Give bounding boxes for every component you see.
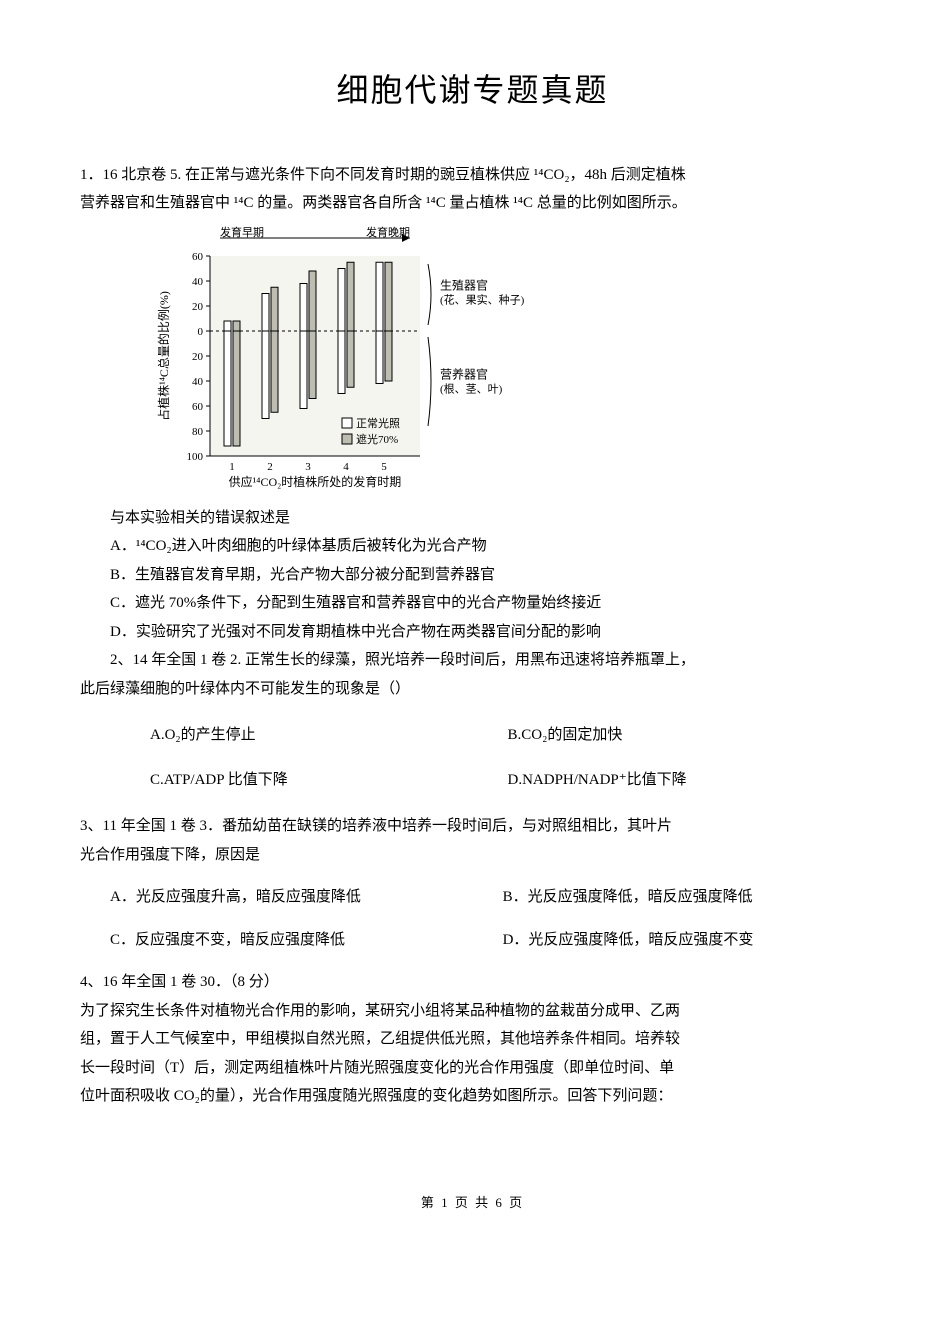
svg-text:1: 1 — [229, 461, 235, 473]
svg-text:0: 0 — [198, 326, 204, 338]
svg-text:遮光70%: 遮光70% — [356, 432, 398, 446]
svg-text:5: 5 — [381, 461, 387, 473]
q4-l4: 位叶面积吸收 CO₂的量），光合作用强度随光照强度的变化趋势如图所示。回答下列问… — [80, 1082, 865, 1111]
svg-text:2: 2 — [267, 461, 273, 473]
svg-text:发育早期: 发育早期 — [220, 226, 264, 239]
svg-text:4: 4 — [343, 461, 349, 473]
q3-stem-line2: 光合作用强度下降，原因是 — [80, 841, 865, 870]
q2-stem-line2: 此后绿藻细胞的叶绿体内不可能发生的现象是（） — [80, 675, 865, 704]
q2-option-a: A.O₂的产生停止 — [150, 721, 508, 750]
q3-option-a: A．光反应强度升高，暗反应强度降低 — [110, 883, 503, 912]
svg-text:100: 100 — [187, 451, 204, 463]
svg-text:20: 20 — [192, 301, 204, 313]
svg-text:占植株¹⁴C总量的比例(%): 占植株¹⁴C总量的比例(%) — [156, 291, 171, 421]
q1-option-c: C．遮光 70%条件下，分配到生殖器官和营养器官中的光合产物量始终接近 — [110, 589, 865, 618]
q3-option-d: D．光反应强度降低，暗反应强度不变 — [503, 926, 865, 955]
q1-stem-line2: 营养器官和生殖器官中 ¹⁴C 的量。两类器官各自所含 ¹⁴C 量占植株 ¹⁴C … — [80, 189, 865, 218]
q4-l3: 长一段时间（T）后，测定两组植株叶片随光照强度变化的光合作用强度（即单位时间、单 — [80, 1054, 865, 1083]
q2-stem-line1: 2、14 年全国 1 卷 2. 正常生长的绿藻，照光培养一段时间后，用黑布迅速将… — [80, 646, 865, 675]
svg-text:20: 20 — [192, 351, 204, 363]
q4-l2: 组，置于人工气候室中，甲组模拟自然光照，乙组提供低光照，其他培养条件相同。培养较 — [80, 1025, 865, 1054]
q1-option-d: D．实验研究了光强对不同发育期植株中光合产物在两类器官间分配的影响 — [110, 618, 865, 647]
q1-option-b: B．生殖器官发育早期，光合产物大部分被分配到营养器官 — [110, 561, 865, 590]
svg-text:正常光照: 正常光照 — [356, 416, 400, 430]
q1-stem-line1: 1．16 北京卷 5. 在正常与遮光条件下向不同发育时期的豌豆植株供应 ¹⁴CO… — [80, 161, 865, 190]
bar-chart-svg: 0 20 40 60 20 40 60 80 100 1 2 3 4 5供应¹⁴CO₂时植株所处的发育时期… — [140, 226, 560, 496]
page-footer: 第 1 页 共 6 页 — [80, 1191, 865, 1216]
svg-text:(花、果实、种子): (花、果实、种子) — [440, 292, 525, 306]
svg-text:40: 40 — [192, 276, 204, 288]
svg-text:80: 80 — [192, 426, 204, 438]
q2-option-d: D.NADPH/NADP⁺比值下降 — [508, 766, 866, 795]
q1-chart: 0 20 40 60 20 40 60 80 100 1 2 3 4 5供应¹⁴CO₂时植株所处的发育时期… — [140, 226, 865, 496]
q2-option-c: C.ATP/ADP 比值下降 — [150, 766, 508, 795]
svg-text:3: 3 — [305, 461, 311, 473]
q4-l1: 为了探究生长条件对植物光合作用的影响，某研究小组将某品种植物的盆栽苗分成甲、乙两 — [80, 997, 865, 1026]
q1-option-a: A．¹⁴CO₂进入叶肉细胞的叶绿体基质后被转化为光合产物 — [110, 532, 865, 561]
page-title: 细胞代谢专题真题 — [80, 60, 865, 121]
svg-text:生殖器官: 生殖器官 — [440, 277, 488, 292]
svg-text:60: 60 — [192, 401, 204, 413]
q4-head: 4、16 年全国 1 卷 30．（8 分） — [80, 968, 865, 997]
svg-text:(根、茎、叶): (根、茎、叶) — [440, 381, 503, 395]
q1-after-chart: 与本实验相关的错误叙述是 — [110, 504, 865, 533]
svg-text:营养器官: 营养器官 — [440, 366, 488, 381]
q2-option-b: B.CO₂的固定加快 — [508, 721, 866, 750]
svg-text:发育晚期: 发育晚期 — [366, 226, 410, 239]
q3-stem-line1: 3、11 年全国 1 卷 3．番茄幼苗在缺镁的培养液中培养一段时间后，与对照组相… — [80, 812, 865, 841]
svg-text:40: 40 — [192, 376, 204, 388]
svg-text:60: 60 — [192, 251, 204, 263]
q3-option-b: B．光反应强度降低，暗反应强度降低 — [503, 883, 865, 912]
q3-option-c: C．反应强度不变，暗反应强度降低 — [110, 926, 503, 955]
svg-text:供应¹⁴CO₂时植株所处的发育时期: 供应¹⁴CO₂时植株所处的发育时期 — [229, 474, 402, 489]
